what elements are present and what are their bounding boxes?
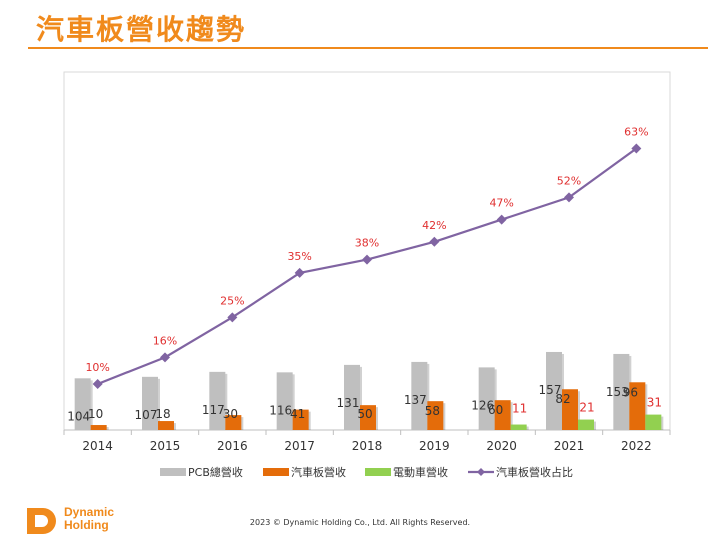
copyright-footer: 2023 © Dynamic Holding Co., Ltd. All Rig… [249,518,471,527]
label-auto-2014: 10 [88,407,103,421]
title-rule [28,47,708,49]
legend-label-3: 汽車板營收占比 [496,465,573,479]
label-pcb-2014: 104 [67,409,90,423]
bar-auto-2017 [292,409,309,430]
x-tick-label-2014: 2014 [82,439,113,453]
label-pcb-2021: 157 [539,383,562,397]
x-tick-label-2019: 2019 [419,439,450,453]
revenue-chart: 1041020141071820151173020161164120171315… [63,71,671,479]
legend-swatch-2 [365,468,391,476]
bar-auto-2020 [494,400,511,430]
share-label-2020: 47% [489,197,513,210]
bar-pcb-2014 [74,378,91,430]
share-line [97,147,637,386]
bar-ev-2021 [578,419,594,430]
label-pcb-2022: 153 [606,385,629,399]
label-pcb-2018: 131 [337,396,360,410]
bar-auto-2014 [90,425,107,430]
label-pcb-2017: 116 [269,403,292,417]
label-ev-2021: 21 [579,401,594,415]
bar-auto-2019 [427,401,444,430]
label-ev-2022: 31 [647,396,662,410]
share-label-2016: 25% [220,294,244,307]
share-marker-2022 [631,143,642,154]
logo-text-line1: Dynamic [64,505,115,519]
share-label-2022: 63% [624,125,648,138]
label-auto-2017: 41 [290,407,305,421]
share-marker-2017 [294,267,305,278]
bar-pcb-2019 [411,361,428,430]
x-tick-label-2015: 2015 [150,439,181,453]
bar-auto-2022 [629,382,646,430]
bar-auto-2021 [562,389,578,430]
share-marker-2020 [496,214,507,225]
label-auto-2021: 82 [555,392,570,406]
label-auto-2018: 50 [357,407,372,421]
legend-label-1: 汽車板營收 [291,465,346,479]
share-marker-2016 [227,312,238,323]
share-marker-2018 [362,254,372,265]
bar-pcb-2020 [478,367,495,430]
label-auto-2019: 58 [425,404,440,418]
bar-auto-2016 [225,415,242,430]
bar-auto-2015 [158,421,174,430]
bar-pcb-2021 [546,351,562,430]
legend-marker-icon [477,468,485,476]
label-auto-2015: 18 [155,407,170,421]
label-auto-2016: 30 [223,407,238,421]
share-label-2015: 16% [153,334,177,347]
label-auto-2022: 96 [623,385,638,399]
legend-label-2: 電動車營收 [393,465,448,479]
label-auto-2020: 60 [488,403,503,417]
bar-pcb-2016 [209,371,226,430]
legend-swatch-1 [263,468,289,476]
label-pcb-2019: 137 [404,393,427,407]
legend-swatch-0 [160,468,186,476]
bar-pcb-2015 [142,376,158,430]
share-label-2019: 42% [422,219,446,232]
legend-label-0: PCB總營收 [188,465,243,479]
bar-ev-2022 [645,414,662,430]
label-pcb-2020: 126 [471,398,494,412]
x-tick-label-2017: 2017 [284,439,315,453]
slide-title: 汽車板營收趨勢 [36,13,247,46]
bar-pcb-2022 [613,353,630,430]
company-logo: Dynamic Holding [26,506,146,536]
bar-auto-2018 [360,405,376,430]
logo-mark-icon [27,508,56,534]
share-label-2018: 38% [355,237,379,250]
label-pcb-2016: 117 [202,403,225,417]
x-tick-label-2016: 2016 [217,439,248,453]
bar-ev-2020 [510,424,527,430]
x-tick-label-2022: 2022 [621,439,652,453]
share-marker-2019 [429,236,440,247]
share-marker-2014 [92,379,103,389]
share-marker-2015 [160,352,170,363]
label-pcb-2015: 107 [135,408,158,422]
bar-pcb-2017 [276,372,293,430]
share-label-2021: 52% [557,174,581,187]
share-label-2014: 10% [85,361,109,374]
plot-area [63,71,671,431]
logo-text-line2: Holding [64,518,109,532]
share-label-2017: 35% [287,250,311,263]
x-tick-label-2021: 2021 [554,439,585,453]
x-tick-label-2020: 2020 [486,439,517,453]
bar-pcb-2018 [344,364,360,430]
label-ev-2020: 11 [512,402,527,416]
share-marker-2021 [564,192,574,203]
x-tick-label-2018: 2018 [352,439,383,453]
